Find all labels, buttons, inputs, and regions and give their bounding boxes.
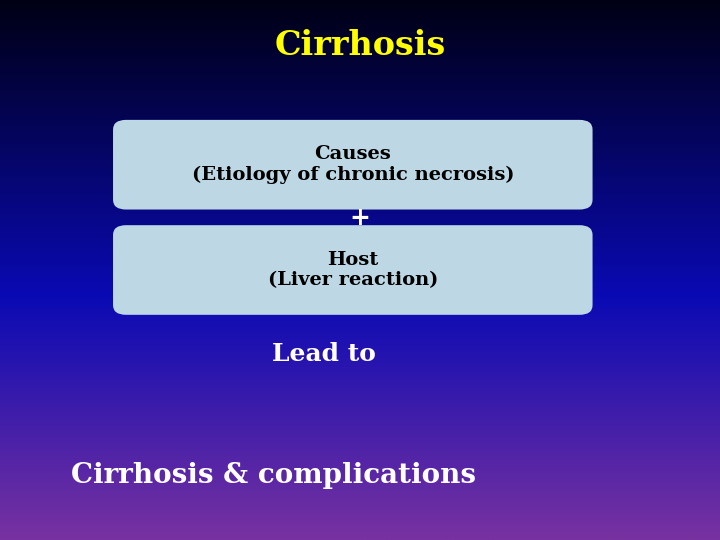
Text: Lead to: Lead to — [272, 342, 376, 366]
Text: Causes
(Etiology of chronic necrosis): Causes (Etiology of chronic necrosis) — [192, 145, 514, 184]
Text: Cirrhosis & complications: Cirrhosis & complications — [71, 462, 476, 489]
FancyBboxPatch shape — [113, 225, 593, 315]
Text: +: + — [350, 206, 370, 230]
Text: Host
(Liver reaction): Host (Liver reaction) — [268, 251, 438, 289]
FancyBboxPatch shape — [113, 120, 593, 210]
Text: Cirrhosis: Cirrhosis — [274, 29, 446, 63]
